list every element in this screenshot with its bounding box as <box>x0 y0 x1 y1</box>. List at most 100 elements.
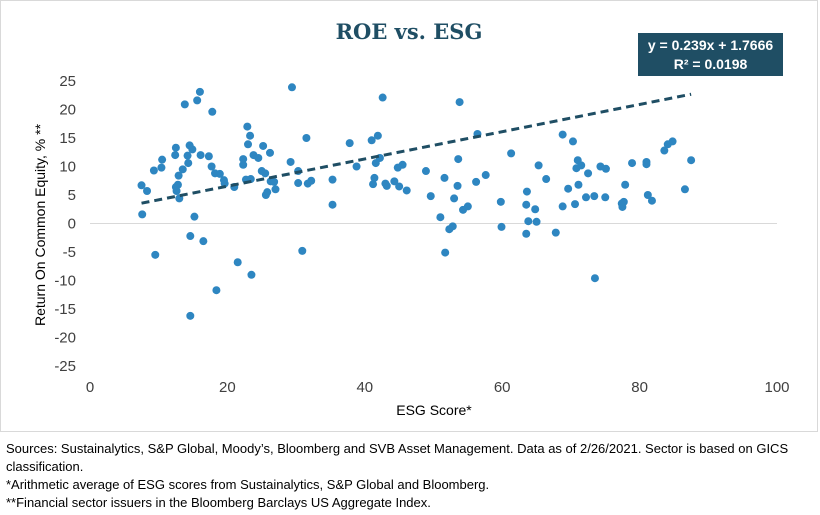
data-point <box>522 229 531 238</box>
data-point <box>455 98 464 107</box>
data-point <box>369 180 378 189</box>
data-point <box>621 180 630 189</box>
y-tick-label: 25 <box>59 73 76 90</box>
data-point <box>188 145 197 154</box>
data-point <box>551 228 560 237</box>
data-point <box>199 237 208 246</box>
data-point <box>660 146 669 155</box>
y-tick-label: 20 <box>59 102 76 119</box>
data-point <box>421 167 430 176</box>
x-tick-label: 20 <box>219 379 236 396</box>
data-point <box>584 169 593 178</box>
data-point <box>287 83 296 92</box>
x-tick-label: 0 <box>86 379 94 396</box>
data-point <box>157 163 166 172</box>
data-point <box>233 258 242 267</box>
data-point <box>294 179 303 188</box>
data-point <box>564 184 573 193</box>
roe-footnote: **Financial sector issuers in the Bloomb… <box>6 495 431 510</box>
y-tick-label: 5 <box>68 187 76 204</box>
data-point <box>270 177 279 186</box>
data-point <box>215 169 224 178</box>
data-point <box>298 246 307 255</box>
data-point <box>204 152 213 161</box>
data-point <box>370 173 379 182</box>
data-point <box>186 311 195 320</box>
data-point <box>440 173 449 182</box>
data-point <box>151 250 160 259</box>
esg-footnote: *Arithmetic average of ESG scores from S… <box>6 477 490 492</box>
data-point <box>173 180 182 189</box>
data-point <box>426 192 435 201</box>
data-point <box>558 130 567 139</box>
data-point <box>180 100 189 109</box>
data-point <box>243 122 252 131</box>
data-point <box>558 202 567 211</box>
y-tick-label: 0 <box>68 216 76 233</box>
x-tick-label: 100 <box>764 379 789 396</box>
x-tick-label: 40 <box>356 379 373 396</box>
data-point <box>149 166 158 175</box>
data-point <box>542 175 551 184</box>
x-axis-ticks: 0 20 40 60 80 100 <box>86 379 790 396</box>
data-point <box>328 200 337 209</box>
data-point <box>532 217 541 226</box>
trendline <box>141 92 692 205</box>
data-point <box>601 193 610 202</box>
data-point <box>582 193 591 202</box>
data-point <box>345 139 354 148</box>
data-point <box>265 148 274 157</box>
y-tick-label: -10 <box>54 273 76 290</box>
data-point <box>158 155 167 164</box>
equation-box: y = 0.239x + 1.7666 R² = 0.0198 <box>638 33 783 76</box>
data-point <box>138 210 147 219</box>
data-point <box>382 181 391 190</box>
sources-note: Sources: Sustainalytics, S&P Global, Moo… <box>6 441 789 474</box>
data-point <box>680 185 689 194</box>
data-point <box>619 197 628 206</box>
y-axis-title: Return On Common Equity, % ** <box>32 123 48 326</box>
x-tick-label: 60 <box>494 379 511 396</box>
y-tick-label: 10 <box>59 159 76 176</box>
data-point <box>378 93 387 102</box>
data-point <box>524 217 533 226</box>
data-point <box>307 176 316 185</box>
data-point <box>463 202 472 211</box>
data-point <box>402 186 411 195</box>
data-point <box>496 197 505 206</box>
data-point <box>373 131 382 140</box>
y-tick-label: 15 <box>59 130 76 147</box>
data-point <box>574 180 583 189</box>
y-tick-label: -15 <box>54 301 76 318</box>
data-point <box>183 151 192 160</box>
data-point <box>395 182 404 191</box>
y-axis-ticks: 25 20 15 10 5 0 -5 -10 -15 -20 -25 <box>54 73 76 375</box>
data-point <box>450 194 459 203</box>
data-point <box>171 151 180 160</box>
data-point <box>472 177 481 186</box>
data-point <box>367 136 376 145</box>
data-point <box>628 159 637 168</box>
data-point <box>172 187 181 196</box>
data-point <box>174 171 183 180</box>
data-point <box>522 187 531 196</box>
y-tick-label: -20 <box>54 330 76 347</box>
equation-box-background <box>638 33 783 76</box>
data-point <box>352 162 361 171</box>
data-point <box>246 131 255 140</box>
data-point <box>143 187 152 196</box>
data-point <box>507 149 516 158</box>
data-point <box>196 151 205 160</box>
data-point <box>642 160 651 169</box>
data-point <box>647 196 656 205</box>
data-points <box>137 83 696 320</box>
data-point <box>571 200 580 209</box>
data-point <box>590 274 599 283</box>
data-point <box>178 165 187 174</box>
data-point <box>263 188 272 197</box>
data-point <box>497 222 506 231</box>
data-point <box>208 107 217 116</box>
data-point <box>522 200 531 209</box>
chart-title: ROE vs. ESG <box>336 19 483 44</box>
data-point <box>239 155 248 164</box>
